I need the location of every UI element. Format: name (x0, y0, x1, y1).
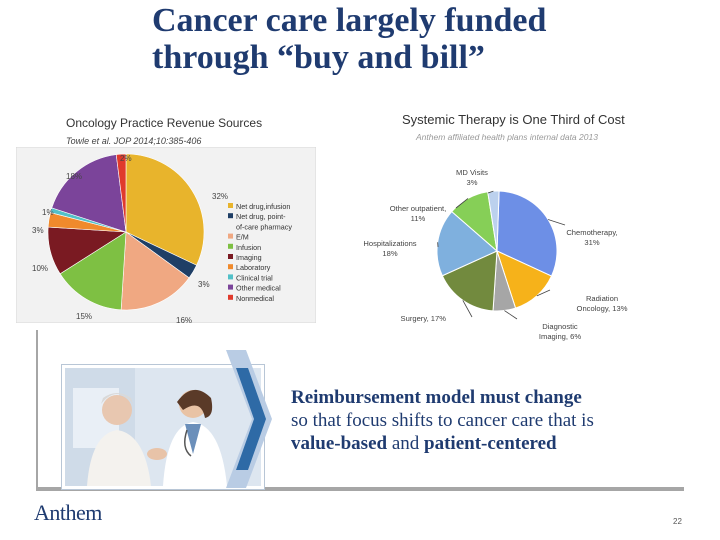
message-line-1: Reimbursement model must change (291, 387, 582, 408)
chart1-legend-swatch (228, 254, 233, 259)
doctor-patient-photo (62, 365, 264, 489)
chart1-data-label: 15% (76, 312, 92, 321)
chart1-slice-infusion (59, 231, 127, 311)
vertical-divider (36, 330, 38, 488)
chart2-slice-surgery (441, 250, 498, 312)
doctor-patient-illustration (65, 368, 261, 486)
chart2-data-label: Chemotherapy, (566, 228, 617, 237)
chart1-data-label: 16% (176, 316, 192, 323)
chart1-slice-net-drug-infusion (125, 153, 205, 266)
chart1-legend-label: Net drug,infusion (236, 202, 290, 211)
chart1-legend-swatch (228, 243, 233, 249)
message-bold-patient-centered: patient-centered (424, 433, 557, 454)
chart1-data-label: 2% (120, 154, 132, 163)
chart1-legend-swatch (228, 213, 233, 219)
chart2-data-label-value: Imaging, 6% (539, 332, 581, 341)
chart1-legend-swatch (228, 264, 233, 270)
chart1-legend-swatch (228, 294, 233, 300)
chart2-slice-md-visits (487, 190, 500, 252)
title-line-1: Cancer care largely funded (152, 2, 547, 39)
chart2-data-label-value: 11% (411, 214, 426, 223)
chart1-data-label: 32% (212, 192, 228, 201)
chart2-data-label: Hospitalizations (363, 239, 416, 248)
chart2-data-label: Radiation (586, 294, 618, 303)
chart1-slice-nonmedical (115, 153, 127, 233)
chart1-data-label: 3% (198, 280, 210, 289)
chart1-legend-label: Nonmedical (236, 294, 274, 303)
chart2-leader-line (547, 219, 566, 226)
chart1-legend-swatch (228, 274, 233, 280)
chart1-legend-label: Clinical trial (236, 273, 273, 282)
chart1-legend-swatch (228, 284, 233, 290)
chart2-leader-line (536, 289, 551, 297)
chart2-data-label-value: 31% (584, 238, 599, 247)
chart2-leader-line (487, 190, 494, 194)
chart2-data-label: Surgery, 17% (401, 314, 447, 323)
chart1-legend-label: of-care pharmacy (236, 222, 292, 231)
key-message: Reimbursement model must change so that … (291, 386, 691, 455)
chart2-slice-chemotherapy (496, 190, 558, 277)
chart2-data-label: Diagnostic (542, 322, 578, 331)
chart2-subtitle: Anthem affiliated health plans internal … (416, 132, 598, 142)
chart1-data-label: 1% (42, 208, 54, 217)
chart1-legend-label: Laboratory (236, 263, 271, 272)
horizontal-divider (36, 487, 684, 491)
chart1-legend-label: Net drug, point- (236, 212, 286, 221)
message-and: and (391, 433, 420, 454)
chart2-title: Systemic Therapy is One Third of Cost (402, 112, 625, 127)
chart1-legend-label: Imaging (236, 253, 262, 262)
chart1-title: Oncology Practice Revenue Sources (66, 116, 263, 130)
chart2-data-label: MD Visits (456, 168, 488, 177)
chart1-legend-label: Infusion (236, 243, 261, 252)
chart1-legend-swatch (228, 203, 233, 208)
chart1-data-label: 10% (32, 264, 48, 273)
page-number: 22 (673, 517, 682, 526)
chart1-slice-other-medical (51, 154, 127, 233)
anthem-logo: Anthem (34, 500, 102, 525)
revenue-pie-chart: 32% 3% 16% 15% 10% 3% 1% 18% 2% Net drug,infusio… (16, 147, 316, 323)
chart2-data-label-value: 18% (382, 249, 397, 258)
message-line-2: so that focus shifts to cancer care that… (291, 410, 594, 431)
chart1-data-label: 18% (66, 172, 82, 181)
chart2-leader-line (504, 310, 518, 320)
chart2-leader-line (455, 198, 469, 209)
chart2-data-label-value: 3% (467, 178, 478, 187)
message-bold-value-based: value-based (291, 433, 388, 454)
arrow-chevron-icon (226, 350, 272, 488)
chart1-legend-swatch (228, 233, 233, 239)
chart2-leader-line (462, 300, 473, 318)
chart2-data-label-value: Oncology, 13% (577, 304, 628, 313)
chart1-citation: Towle et al. JOP 2014;10:385-406 (66, 136, 202, 146)
title-line-2: through “buy and bill” (152, 39, 485, 76)
slide-title: Cancer care largely funded through “buy … (152, 2, 672, 76)
chart1-legend-label: E/M (236, 233, 249, 242)
chart1-data-label: 3% (32, 226, 44, 235)
chart1-legend-label: Other medical (236, 284, 281, 293)
chart2-data-label: Other outpatient, (390, 204, 447, 213)
chart1-slice-e-m (120, 231, 190, 311)
